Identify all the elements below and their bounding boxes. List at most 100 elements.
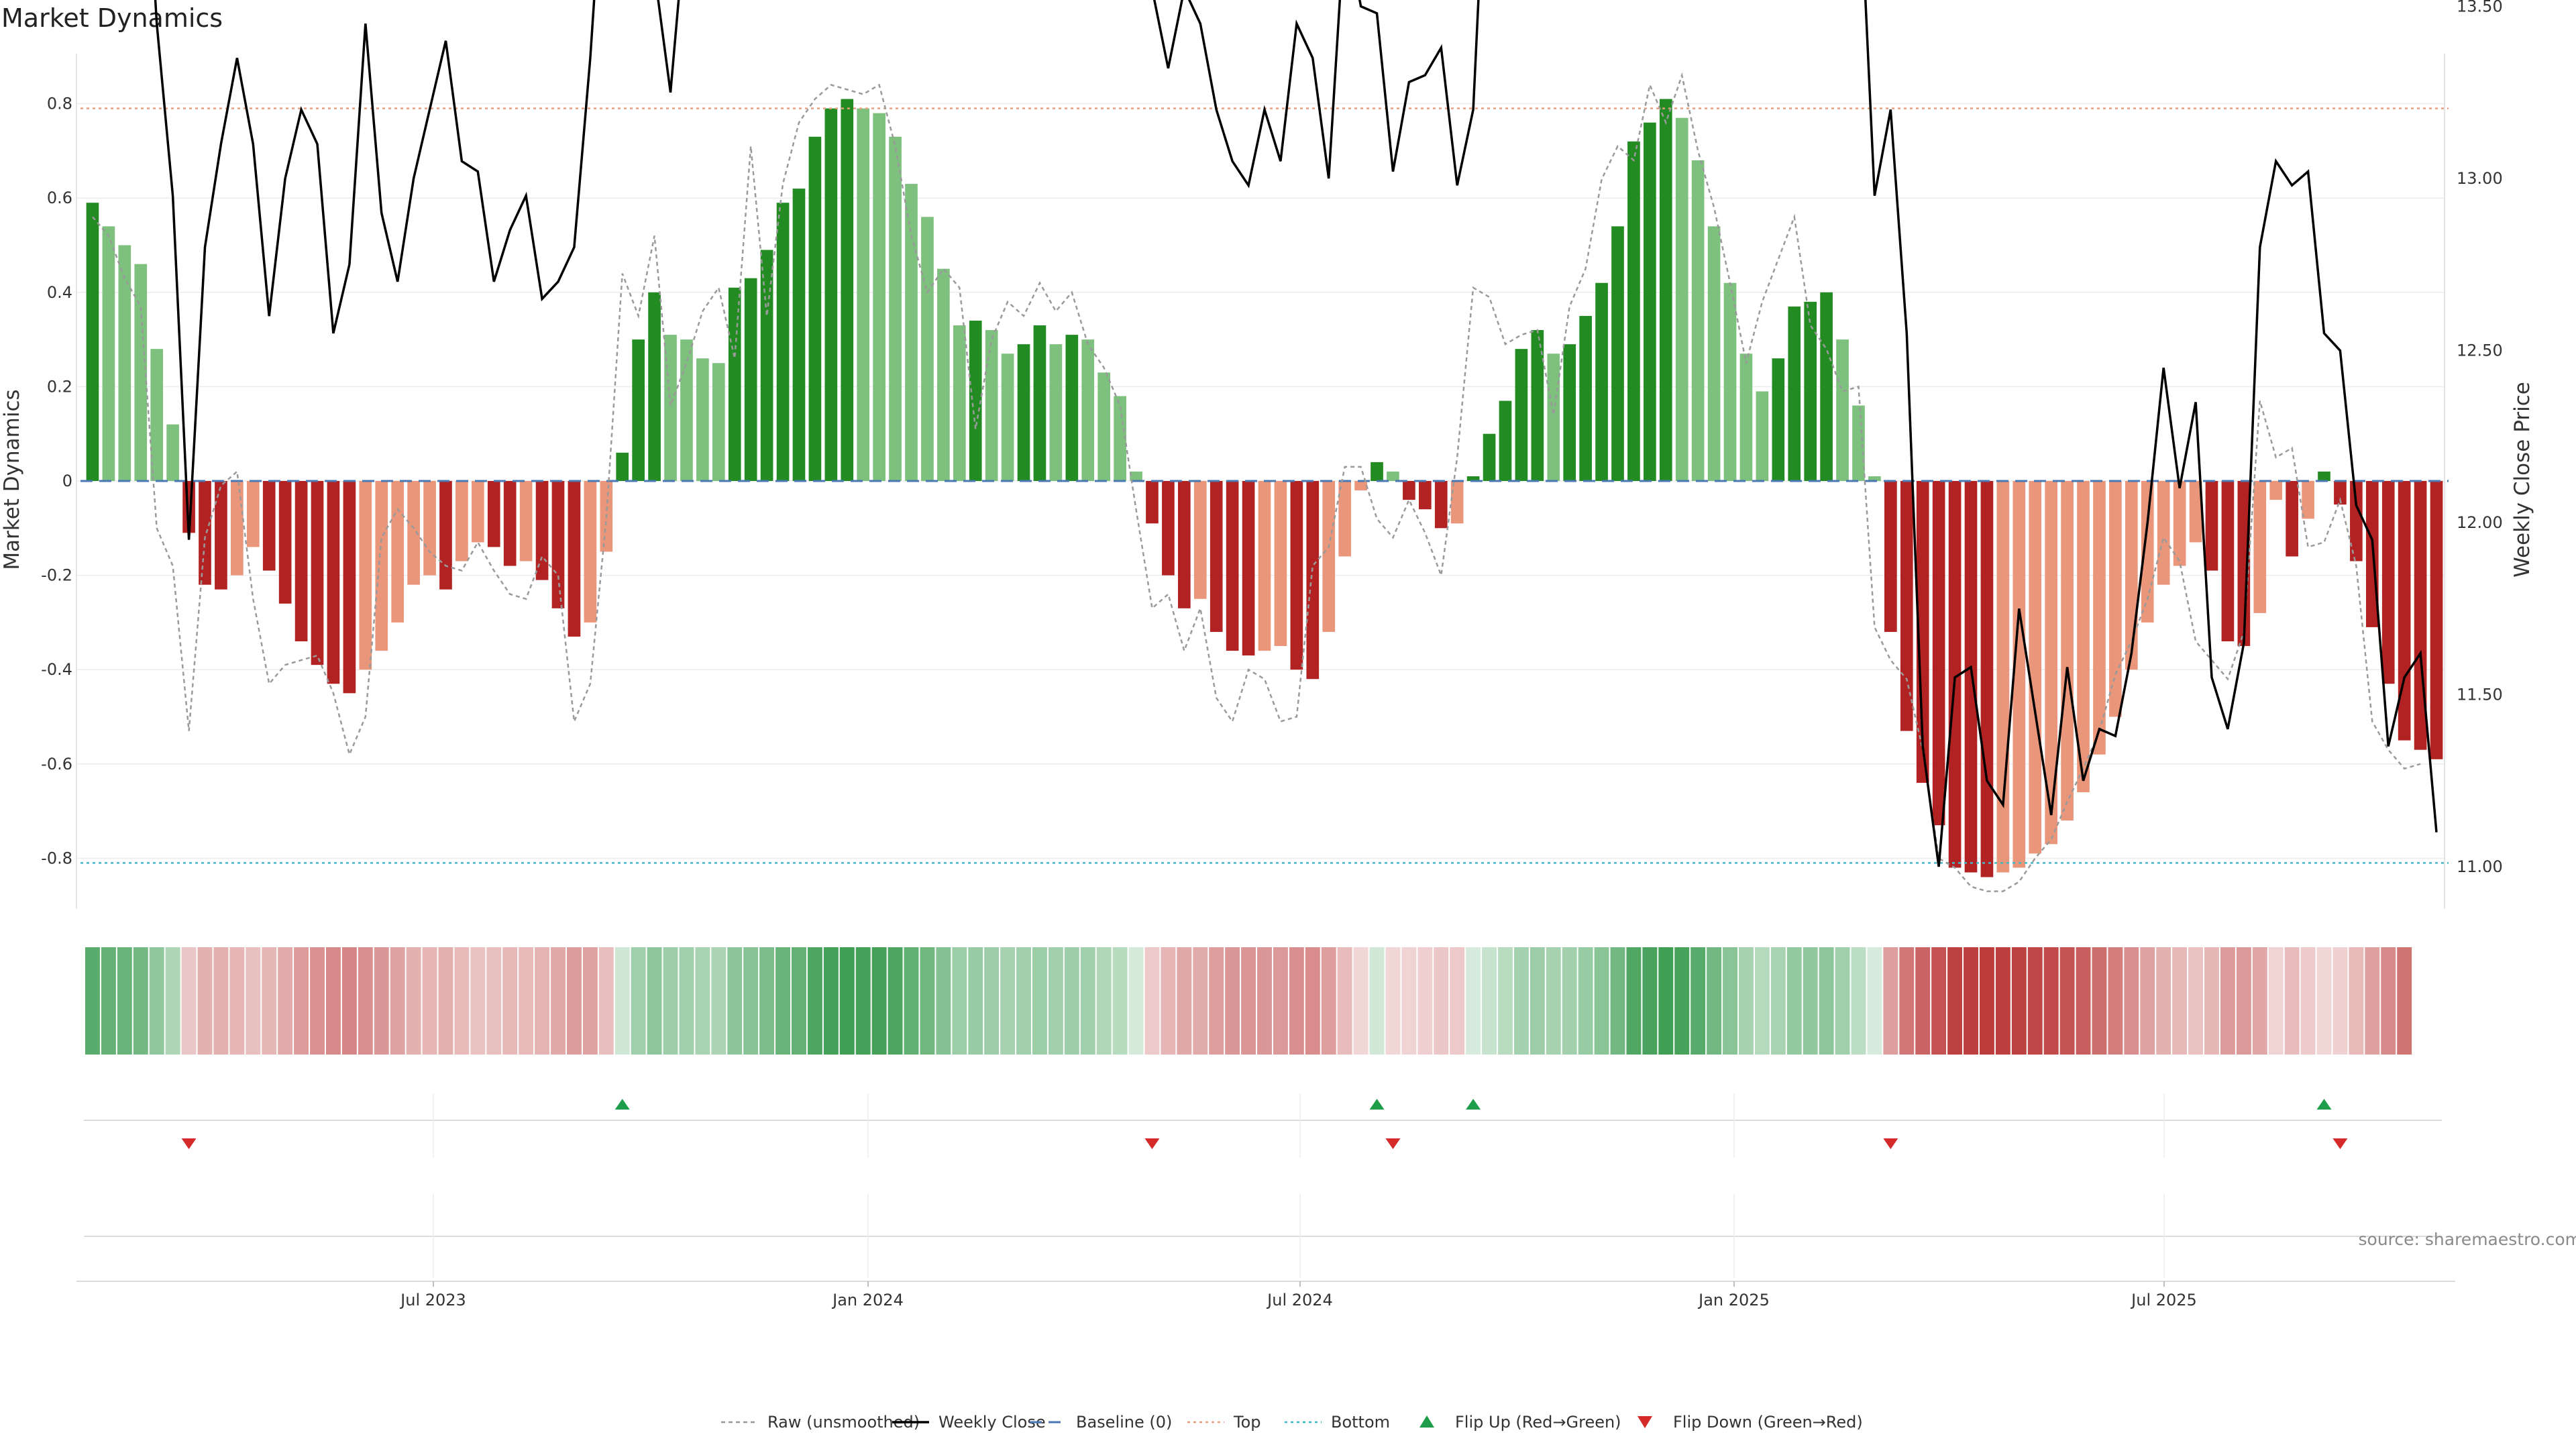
dynamics-bar <box>616 452 629 481</box>
legend-label: Flip Up (Red→Green) <box>1455 1413 1621 1432</box>
strip-cell <box>1417 947 1433 1055</box>
strip-cell <box>1225 947 1240 1055</box>
left-y-ticks: 0.8 0.6 0.4 0.2 0 -0.2 -0.4 -0.6 -0.8 <box>41 95 72 868</box>
flip-panel-grid <box>433 1093 2165 1158</box>
strip-cell <box>1466 947 1481 1055</box>
dynamics-bar <box>2093 481 2106 755</box>
dynamics-bar <box>262 481 276 571</box>
legend-item-flipup: Flip Up (Red→Green) <box>1419 1413 1621 1432</box>
dynamics-bar <box>455 481 468 561</box>
strip-cell <box>1353 947 1368 1055</box>
strip-cell <box>2284 947 2300 1055</box>
strip-cell <box>2140 947 2155 1055</box>
dynamics-bar <box>1466 476 1480 481</box>
strip-cell <box>1626 947 1642 1055</box>
dynamics-bar <box>471 481 484 543</box>
strip-cell <box>2332 947 2348 1055</box>
dynamics-bar <box>1515 349 1528 481</box>
strip-cell <box>1835 947 1850 1055</box>
dynamics-bar <box>1691 160 1705 481</box>
strip-cell <box>486 947 502 1055</box>
y2-tick-label: 13.50 <box>2457 0 2503 16</box>
strip-cell <box>920 947 935 1055</box>
dynamics-bar <box>2173 481 2186 566</box>
dynamics-bar <box>680 339 693 481</box>
dynamics-bar <box>551 481 565 608</box>
strip-cell <box>1385 947 1401 1055</box>
strip-cell <box>792 947 806 1055</box>
strip-cell <box>406 947 421 1055</box>
strip-cell <box>2316 947 2332 1055</box>
strip-cell <box>968 947 983 1055</box>
strip-cell <box>2268 947 2284 1055</box>
y-tick-label: 0.6 <box>47 189 72 207</box>
strip-cell <box>1786 947 1802 1055</box>
dynamics-bar <box>648 292 661 481</box>
strip-cell <box>2204 947 2219 1055</box>
dynamics-bar <box>921 217 934 481</box>
strip-cell <box>1321 947 1336 1055</box>
weekly-close-line <box>154 0 2438 867</box>
strip-cell <box>1707 947 1722 1055</box>
legend-item-baseline: Baseline (0) <box>1030 1413 1172 1432</box>
dynamics-bar <box>1900 481 1913 731</box>
strip-cell <box>582 947 598 1055</box>
dynamics-bar <box>1964 481 1978 873</box>
strip-cell <box>1819 947 1834 1055</box>
flip-up-marker <box>1369 1099 1385 1110</box>
dynamics-bar <box>1338 481 1351 557</box>
strip-cell <box>197 947 213 1055</box>
strip-cell <box>1738 947 1754 1055</box>
dynamics-bar <box>519 481 533 561</box>
strip-cell <box>2092 947 2107 1055</box>
strip-cell <box>358 947 373 1055</box>
strip-cell <box>711 947 727 1055</box>
dynamics-bar <box>2430 481 2443 759</box>
strip-cell <box>1723 947 1737 1055</box>
dynamics-bar <box>535 481 549 580</box>
legend-item-close: Weekly Close <box>892 1413 1046 1432</box>
dynamics-bar <box>969 320 982 481</box>
strip-cell <box>2252 947 2267 1055</box>
dynamics-bar <box>1322 481 1336 632</box>
dynamics-bar <box>407 481 420 585</box>
dynamics-bar <box>1659 99 1672 481</box>
dynamics-bar <box>808 136 822 481</box>
strip-cell <box>1337 947 1352 1055</box>
dynamics-bar <box>1371 462 1383 481</box>
dynamics-bar <box>1868 476 1881 481</box>
dynamics-bar <box>2077 481 2090 792</box>
strip-cell <box>904 947 919 1055</box>
dynamics-bar <box>1162 481 1175 576</box>
x-ticks: Jul 2023 Jan 2024 Jul 2024 Jan 2025 Jul 2025 <box>399 1281 2197 1309</box>
strip-cell <box>262 947 277 1055</box>
dynamics-bar <box>1290 481 1303 670</box>
dynamics-bar <box>889 136 902 481</box>
strip-cell <box>1193 947 1208 1055</box>
dynamics-bar <box>2286 481 2298 557</box>
dynamics-bar <box>1788 306 1801 481</box>
chart-title: Market Dynamics <box>1 3 223 33</box>
strip-cell <box>1177 947 1192 1055</box>
strip-cell <box>1594 947 1609 1055</box>
dynamics-bar <box>1675 117 1688 481</box>
dynamics-bar <box>1242 481 1255 656</box>
dynamics-bar <box>1820 292 1833 481</box>
strip-cell <box>1674 947 1690 1055</box>
dynamics-bar <box>728 287 741 481</box>
strip-cell <box>759 947 775 1055</box>
y2-tick-label: 12.50 <box>2457 341 2503 360</box>
dynamics-bars <box>86 99 2443 877</box>
strip-cell <box>422 947 437 1055</box>
strip-cell <box>551 947 566 1055</box>
dynamics-bar <box>760 250 773 481</box>
strip-cell <box>1000 947 1016 1055</box>
strip-cell <box>438 947 453 1055</box>
strip-cell <box>1209 947 1224 1055</box>
dynamics-bar <box>1354 481 1367 491</box>
strip-cell <box>614 947 630 1055</box>
dynamics-bar <box>1178 481 1191 608</box>
dynamics-bar <box>1772 358 1785 481</box>
dynamics-bar <box>985 330 998 481</box>
dynamics-bar <box>1948 481 1962 868</box>
